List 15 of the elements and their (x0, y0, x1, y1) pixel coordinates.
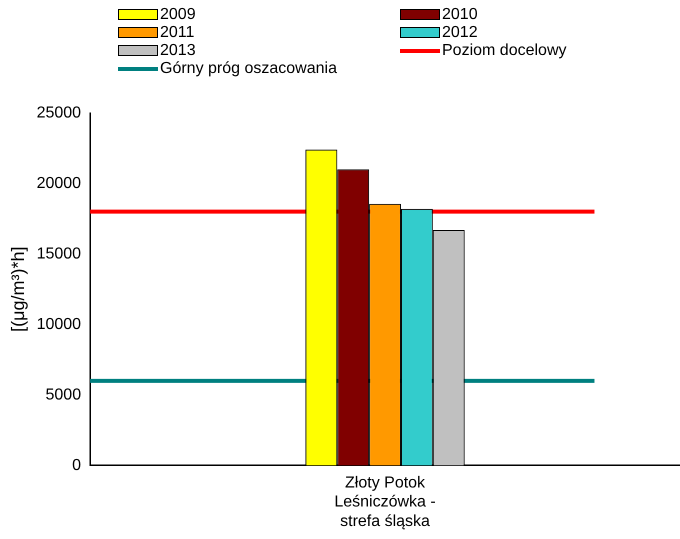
legend-label: 2009 (160, 6, 196, 24)
y-tick-label: 20000 (36, 174, 82, 192)
x-tick-label: Złoty Potok Leśniczówka - strefa śląska (334, 474, 436, 530)
legend-label: 2013 (160, 42, 196, 60)
legend-label: Górny próg oszacowania (160, 60, 337, 78)
legend-label: Poziom docelowy (442, 42, 566, 60)
legend-label: 2010 (442, 6, 478, 24)
legend-label: 2011 (160, 24, 194, 42)
y-tick-label: 0 (72, 456, 82, 474)
legend-label: 2012 (442, 24, 478, 42)
y-tick-label: 10000 (36, 316, 82, 333)
y-tick-label: 25000 (36, 104, 82, 122)
y-tick-label: 5000 (46, 386, 82, 404)
y-tick-label: 15000 (36, 245, 82, 262)
y-axis-title: [(μg/m³)*h] (8, 246, 28, 332)
